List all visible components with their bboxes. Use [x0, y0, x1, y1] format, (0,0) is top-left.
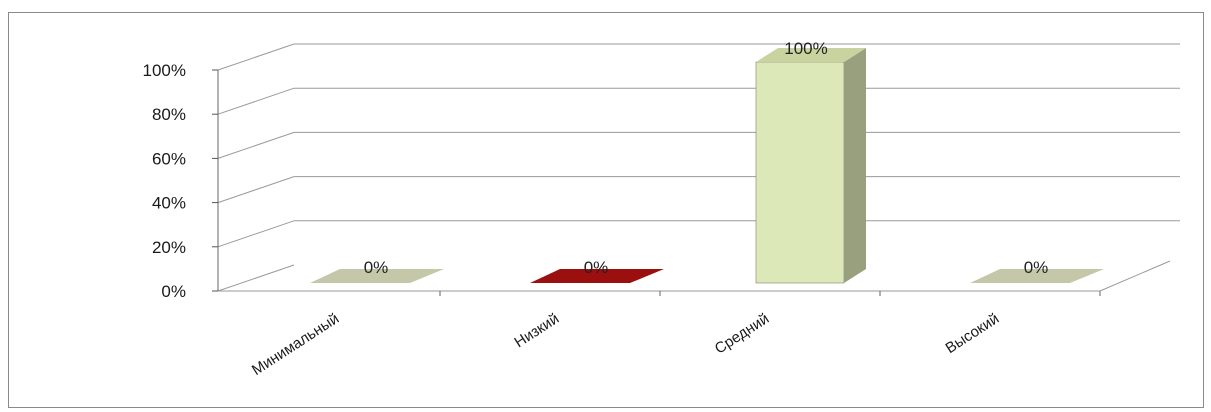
data-label: 0%: [364, 258, 389, 277]
gridline-side: [217, 87, 295, 115]
y-tick-label: 80%: [152, 105, 186, 124]
gridline-side: [217, 131, 295, 159]
bar-2: [755, 48, 866, 284]
y-tick-labels: 0% 20% 40% 60% 80% 100%: [143, 61, 186, 301]
y-tick-label: 60%: [152, 149, 186, 168]
grid-lines: [217, 43, 1180, 292]
gridline-side: [217, 176, 295, 204]
axes: [212, 69, 1171, 296]
floor-right-edge: [1099, 260, 1171, 292]
gridline-side: [217, 43, 295, 71]
data-label: 100%: [784, 39, 827, 58]
category-label: Высокий: [942, 310, 1002, 357]
gridline-side: [217, 264, 295, 292]
bar-flat: [530, 269, 664, 283]
category-label: Минимальный: [249, 310, 342, 379]
bar-1: [530, 269, 664, 283]
bar-flat: [970, 269, 1104, 283]
y-tick-label: 100%: [143, 61, 186, 80]
data-label: 0%: [584, 258, 609, 277]
y-tick-label: 0%: [161, 282, 186, 301]
chart-frame: [8, 12, 1204, 408]
bar-side: [844, 48, 866, 283]
category-label: Средний: [712, 310, 772, 357]
bar-3: [970, 269, 1104, 283]
gridline-side: [217, 220, 295, 248]
category-labels: Минимальный Низкий Средний Высокий: [249, 310, 1002, 379]
bars: [310, 48, 1104, 284]
data-labels: 0% 0% 100% 0%: [364, 39, 1049, 277]
bar-top: [756, 48, 866, 62]
bar-0: [310, 269, 444, 283]
y-tick-label: 40%: [152, 194, 186, 213]
bar-front: [755, 61, 845, 284]
category-label: Низкий: [511, 310, 562, 351]
bar-flat: [310, 269, 444, 283]
y-tick-label: 20%: [152, 238, 186, 257]
data-label: 0%: [1024, 258, 1049, 277]
